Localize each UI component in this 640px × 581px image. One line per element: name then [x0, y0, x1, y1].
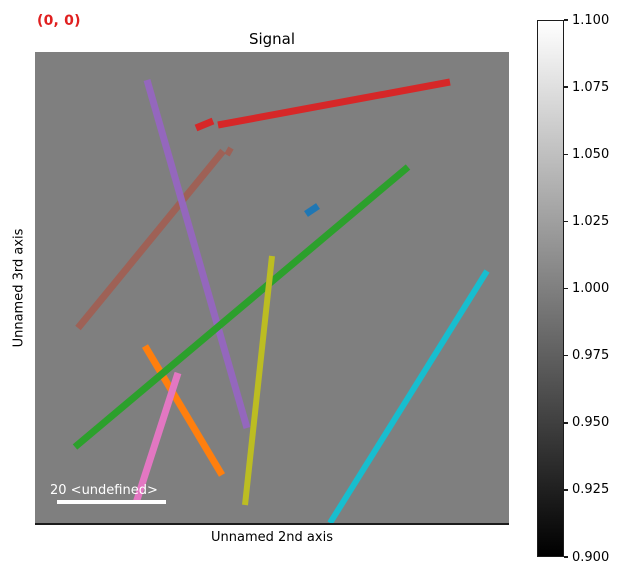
blue-dash	[304, 203, 320, 217]
cyan-line	[327, 269, 490, 523]
purple-line	[143, 79, 251, 429]
brown-line-tip	[224, 146, 234, 157]
colorbar-tick: 1.025	[564, 213, 609, 229]
brown-line	[75, 148, 226, 331]
colorbar-tick-label: 0.950	[572, 415, 610, 431]
colorbar-tick: 1.000	[564, 281, 609, 297]
red-dash	[194, 117, 215, 132]
colorbar-tick-mark	[564, 19, 568, 21]
orange-line	[141, 344, 226, 477]
colorbar-ticks: 1.100 1.075 1.050 1.025 1.000 0.975 0.950 0.925…	[564, 13, 634, 565]
colorbar-tick-label: 1.000	[572, 281, 610, 296]
colorbar-tick: 0.900	[564, 549, 609, 565]
colorbar-tick-mark	[564, 354, 568, 357]
colorbar-tick-mark	[564, 220, 568, 223]
colorbar-tick: 0.950	[564, 415, 609, 431]
colorbar-gradient	[537, 20, 564, 557]
colorbar-tick-mark	[564, 489, 568, 491]
scale-bar-label: 20 <undefined>	[50, 483, 158, 498]
colorbar-tick-mark	[564, 287, 568, 290]
colorbar-tick: 1.100	[564, 12, 609, 28]
colorbar-tick-mark	[564, 153, 568, 155]
colorbar-tick: 0.925	[564, 482, 609, 498]
colorbar-tick-mark	[564, 422, 568, 424]
colorbar-tick: 1.050	[564, 146, 609, 162]
red-line	[217, 78, 451, 129]
colorbar-tick-mark	[564, 86, 568, 88]
colorbar-tick-label: 0.975	[572, 348, 610, 364]
scale-bar-line	[57, 500, 166, 504]
corner-annotation: (0, 0)	[37, 13, 81, 29]
colorbar-tick-label: 1.050	[572, 146, 610, 162]
plot-area: 20 <undefined>	[35, 52, 509, 525]
colorbar-tick-label: 0.925	[572, 482, 610, 498]
plot-title: Signal	[248, 30, 296, 48]
green-line	[72, 164, 411, 450]
colorbar-tick-label: 0.900	[572, 549, 610, 565]
colorbar-tick-label: 1.100	[572, 12, 610, 28]
x-axis-label: Unnamed 2nd axis	[211, 530, 333, 545]
yellow-line	[242, 255, 275, 506]
y-axis-label: Unnamed 3rd axis	[11, 228, 27, 348]
pink-line	[132, 371, 182, 505]
colorbar-tick-label: 1.075	[572, 79, 610, 95]
colorbar-tick: 1.075	[564, 79, 609, 95]
colorbar-tick-label: 1.025	[572, 213, 610, 229]
colorbar-tick: 0.975	[564, 348, 609, 364]
line-segments-overlay	[72, 78, 490, 523]
colorbar-tick-mark	[564, 556, 568, 558]
